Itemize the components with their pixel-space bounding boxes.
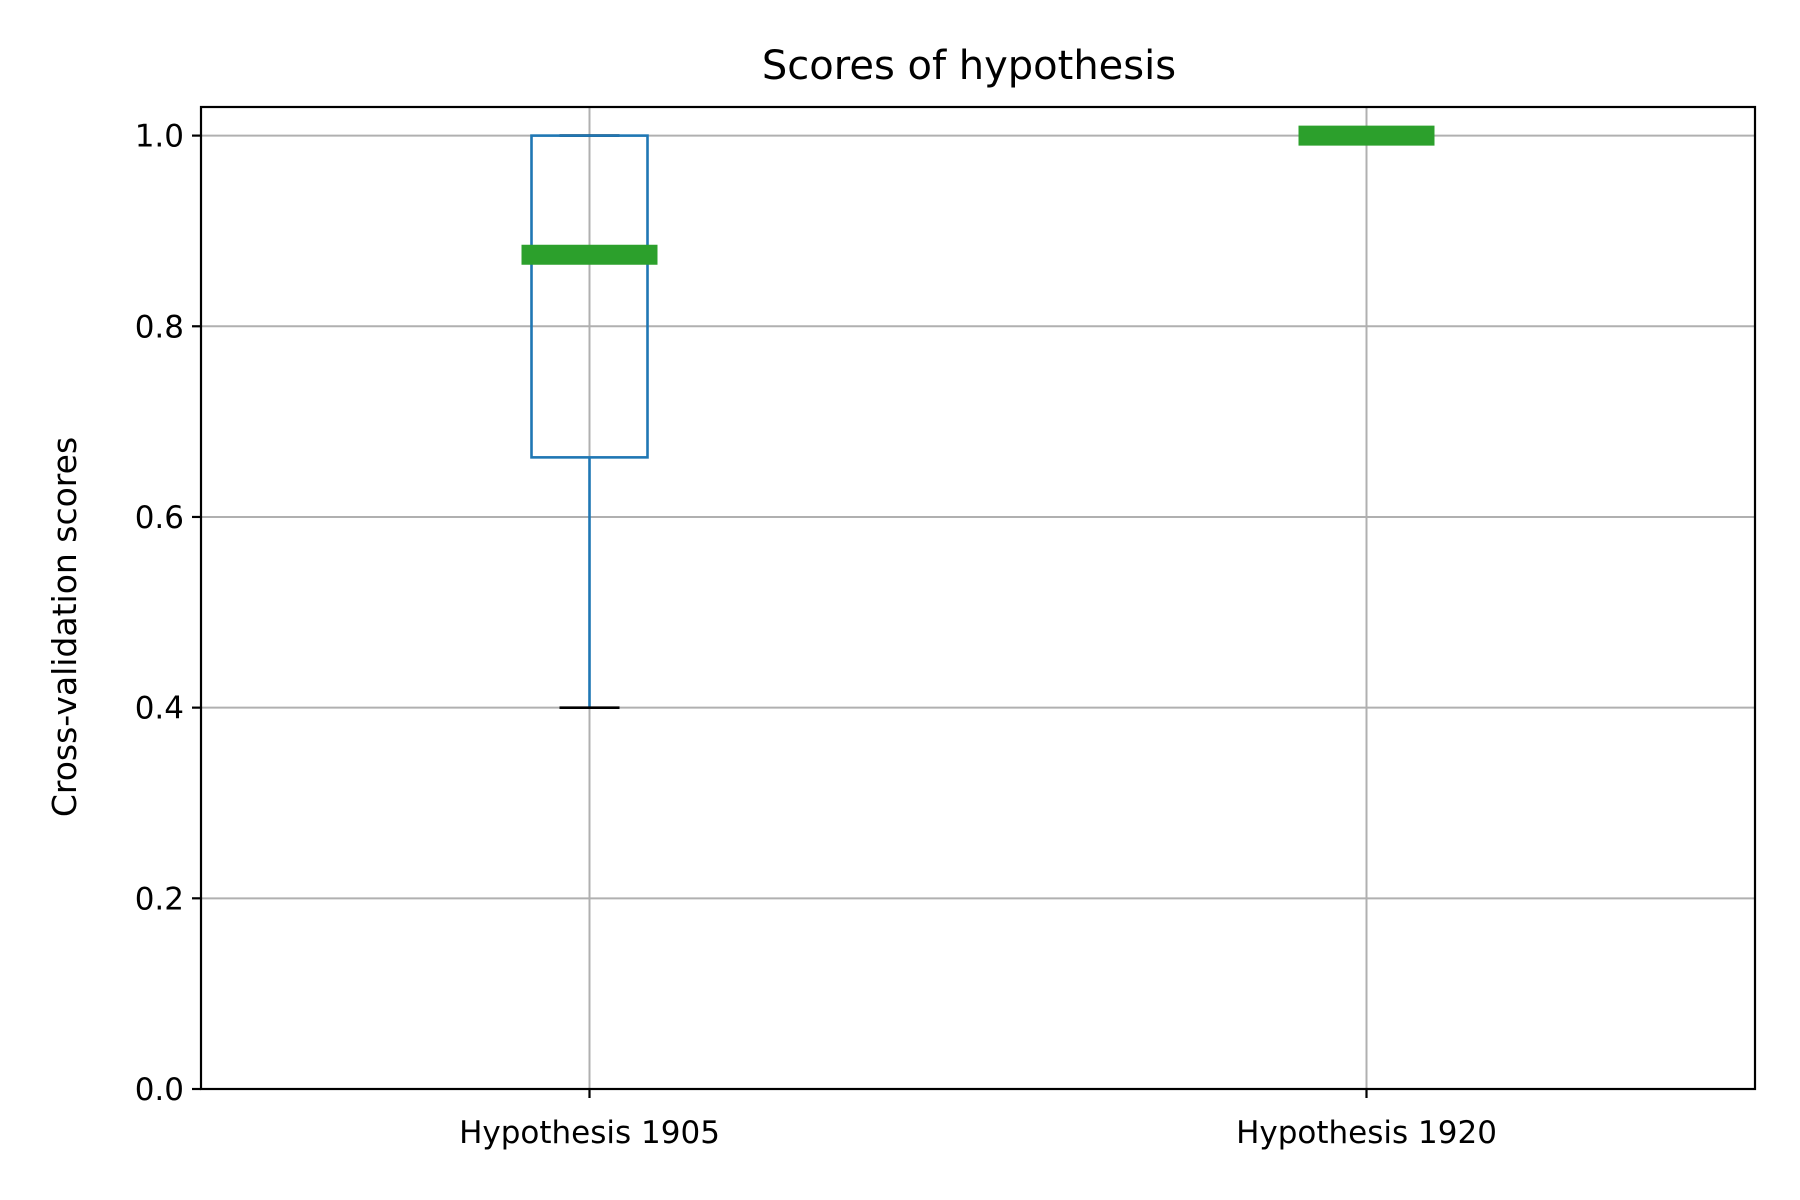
chart-title: Scores of hypothesis [762, 43, 1176, 89]
y-tick-label: 0.8 [135, 309, 184, 345]
x-tick-label: Hypothesis 1905 [459, 1115, 720, 1151]
box-1 [521, 134, 658, 709]
boxes [521, 125, 1435, 709]
y-tick-label: 0.4 [135, 691, 184, 727]
gridlines [201, 107, 1755, 1090]
y-tick-label: 1.0 [135, 119, 184, 155]
box-iqr [530, 134, 649, 459]
y-tick-label: 0.6 [135, 500, 184, 536]
y-axis-label: Cross-validation scores [45, 437, 84, 817]
y-tick-label: 0.2 [135, 881, 184, 917]
plot-frame [199, 105, 1757, 1091]
axis-ticks: 0.0 0.2 0.4 0.6 0.8 1.0 Hypothesis 1905 Hypothe… [135, 119, 1497, 1151]
y-tick-label: 0.0 [135, 1072, 184, 1108]
x-tick-label: Hypothesis 1920 [1236, 1115, 1497, 1151]
